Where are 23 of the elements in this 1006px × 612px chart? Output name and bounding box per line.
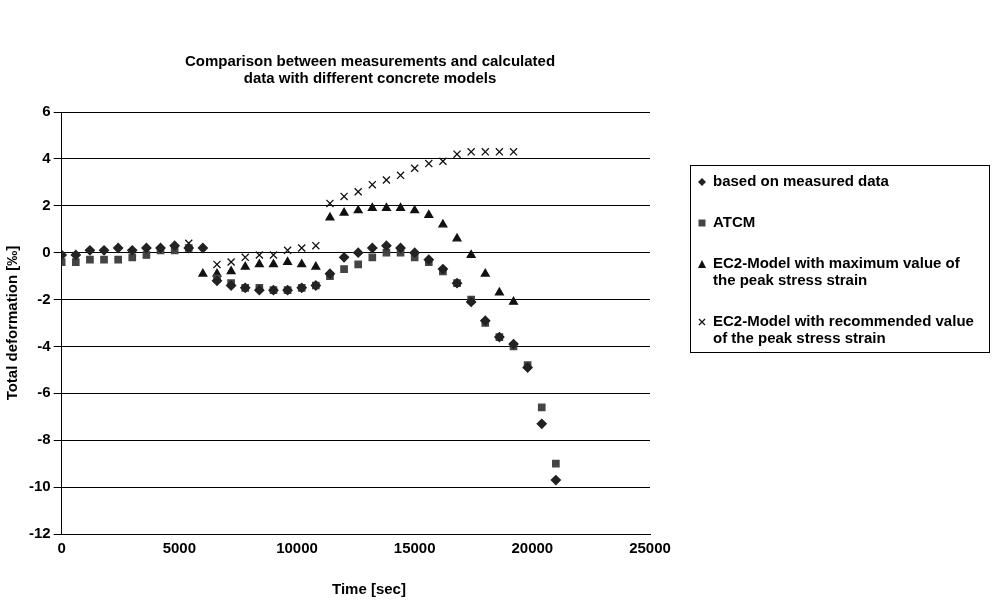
y-tick-label: -2 <box>37 289 51 307</box>
y-tick-label: -12 <box>28 524 51 542</box>
legend-label: EC2-Model with maximum value of the peak stress strain <box>713 254 961 288</box>
x-tick-label: 5000 <box>162 539 197 557</box>
x-tick-label: 20000 <box>511 539 554 557</box>
y-tick-label: 0 <box>42 242 51 260</box>
x-tick-label: 25000 <box>629 539 671 557</box>
y-axis-title: Total deformation [‰] <box>3 245 21 401</box>
x-tick-label: 0 <box>57 539 66 557</box>
y-tick-label: 6 <box>42 102 51 120</box>
y-tick-label: -8 <box>37 430 51 448</box>
y-tick-label: -4 <box>37 336 52 354</box>
y-tick-label: 2 <box>42 195 51 213</box>
chart-title: Comparison between measurements and calculated data with different concrete models <box>183 52 557 86</box>
y-tick-label: -6 <box>37 383 51 401</box>
legend-label: ATCM <box>713 213 756 230</box>
x-tick-label: 15000 <box>393 539 436 557</box>
x-tick-label: 10000 <box>276 539 318 557</box>
x-axis-title: Time [sec] <box>331 580 407 597</box>
y-tick-label: 4 <box>42 149 52 167</box>
y-tick-label: -10 <box>28 477 51 495</box>
legend-label: EC2-Model with recommended value of the peak stress strain <box>713 312 975 346</box>
legend-label: based on measured data <box>713 172 889 189</box>
